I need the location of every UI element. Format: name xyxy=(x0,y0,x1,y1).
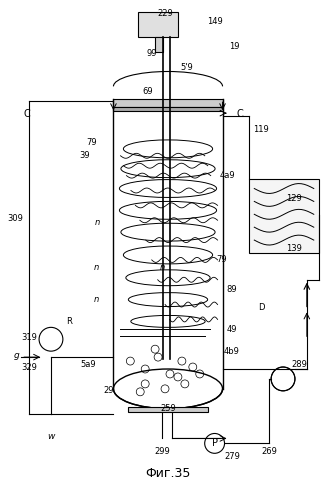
Bar xyxy=(114,100,222,107)
Text: 79: 79 xyxy=(216,256,227,264)
Text: 119: 119 xyxy=(253,124,269,134)
Text: 79: 79 xyxy=(86,138,96,147)
Text: 69: 69 xyxy=(143,87,154,96)
Text: 279: 279 xyxy=(224,452,240,461)
Text: 49: 49 xyxy=(226,325,237,334)
Text: n: n xyxy=(94,295,99,304)
Circle shape xyxy=(39,328,63,351)
Text: 229: 229 xyxy=(157,10,173,18)
Text: 269: 269 xyxy=(261,447,277,456)
Text: 99: 99 xyxy=(147,49,157,58)
Text: 19: 19 xyxy=(229,42,240,51)
Text: 4a9: 4a9 xyxy=(220,171,235,180)
Text: 149: 149 xyxy=(207,18,222,26)
Text: 5'9: 5'9 xyxy=(180,63,193,72)
Bar xyxy=(138,12,178,37)
Text: 89: 89 xyxy=(226,285,237,294)
Text: D: D xyxy=(258,303,264,312)
Text: P: P xyxy=(212,438,218,448)
Circle shape xyxy=(271,367,295,391)
Text: 319: 319 xyxy=(21,333,37,342)
Text: 39: 39 xyxy=(79,152,90,160)
Text: g: g xyxy=(13,350,19,360)
Text: 139: 139 xyxy=(286,244,302,252)
Text: 309: 309 xyxy=(7,214,23,223)
Text: 299: 299 xyxy=(154,447,170,456)
Text: 259: 259 xyxy=(160,404,176,413)
Text: 129: 129 xyxy=(286,194,302,203)
Bar xyxy=(128,406,208,412)
Text: C: C xyxy=(23,109,30,119)
Bar xyxy=(249,178,319,253)
Text: w: w xyxy=(47,432,54,441)
Text: 5a9: 5a9 xyxy=(81,360,96,368)
Text: 4b9: 4b9 xyxy=(223,346,240,356)
Bar xyxy=(155,37,163,52)
Text: R: R xyxy=(66,317,72,326)
Text: n: n xyxy=(95,218,100,226)
Text: 289: 289 xyxy=(291,360,307,368)
Text: 29: 29 xyxy=(103,386,114,396)
Bar xyxy=(114,107,222,111)
Circle shape xyxy=(205,434,224,454)
Text: n: n xyxy=(94,264,99,272)
Text: 329: 329 xyxy=(21,362,37,372)
Ellipse shape xyxy=(114,369,222,408)
Text: n: n xyxy=(159,264,165,272)
Text: C: C xyxy=(237,109,243,119)
Text: Фиг.35: Фиг.35 xyxy=(145,466,191,479)
